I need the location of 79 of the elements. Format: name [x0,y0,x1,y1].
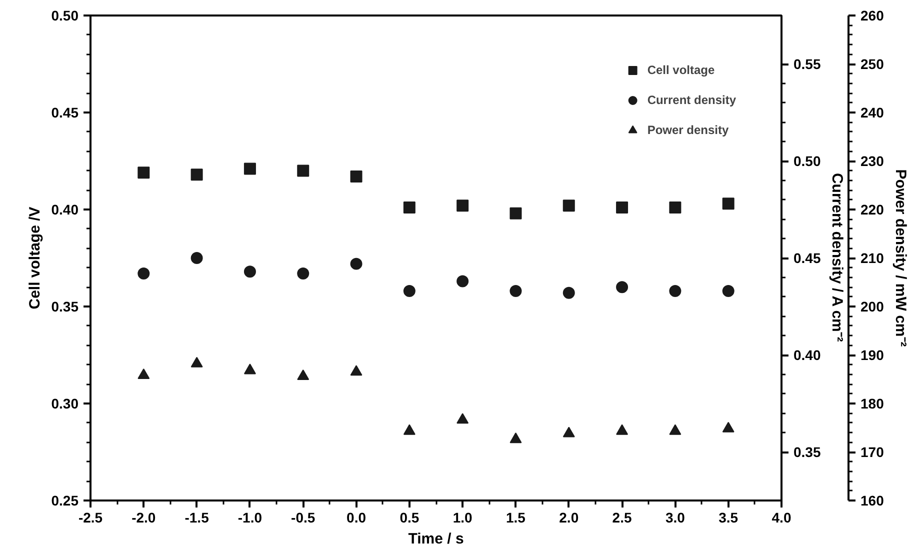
point [562,200,575,212]
x-tick-label: -1.5 [184,510,210,526]
y3-tick-label: 220 [860,202,884,218]
point [562,426,575,438]
point [456,413,469,424]
point [510,432,522,444]
y-tick-label: 0.30 [51,396,79,412]
y2-tick-label: 0.40 [794,347,821,363]
x-tick-label: 4.0 [772,510,792,526]
y2-tick-label: 0.50 [794,153,821,169]
point [244,266,256,278]
point [350,365,362,376]
point [138,368,150,380]
point [722,422,734,432]
y3-tick-label: 240 [860,104,884,120]
point [244,364,256,374]
y-tick-label: 0.35 [51,298,79,314]
point [669,202,682,214]
point [403,284,416,297]
x-tick-label: -0.5 [291,510,316,526]
point [669,424,682,435]
point [616,424,628,435]
legend-label: Power density [647,123,729,137]
y-tick-label: 0.40 [51,202,79,218]
y-tick-label: 0.50 [51,8,79,24]
point [297,369,310,380]
y-tick-label: 0.25 [51,492,79,508]
point [190,168,203,181]
point [403,202,416,214]
x-tick-label: 3.5 [718,510,738,526]
y3-axis-title: Power density / mW cm⁻² [892,169,909,347]
x-tick-label: 3.0 [665,510,686,526]
point [456,200,469,212]
legend-label: Current density [647,93,736,107]
x-tick-label: 2.0 [559,510,579,526]
x-tick-label: 1.5 [506,510,526,526]
x-tick-label: 2.5 [612,510,632,526]
y3-tick-label: 210 [860,250,884,266]
point [350,170,362,183]
point [510,207,522,220]
x-axis-title: Time / s [408,530,464,548]
point [510,284,522,297]
y2-tick-label: 0.55 [794,56,821,72]
y3-tick-label: 230 [860,153,884,169]
point [190,356,203,368]
y3-tick-label: 180 [860,396,884,412]
point [722,284,734,297]
y3-tick-label: 160 [860,492,884,508]
point [297,268,310,280]
point [456,275,469,288]
legend-label: Cell voltage [647,63,715,77]
point [244,162,256,175]
point [562,286,575,299]
point [350,258,362,270]
point [669,284,682,297]
x-tick-label: -2.0 [132,510,156,526]
y2-tick-label: 0.35 [794,444,821,460]
y3-tick-label: 200 [860,298,884,314]
y3-tick-label: 250 [860,56,884,72]
y-axis-title: Cell voltage /V [26,206,44,310]
y2-tick-label: 0.45 [794,250,821,266]
point [138,268,150,280]
point [403,424,416,435]
x-tick-label: -1.0 [238,510,262,526]
x-tick-label: 1.0 [452,510,473,526]
x-tick-label: 0.0 [346,510,366,526]
point [297,164,310,177]
y3-tick-label: 190 [860,347,884,363]
y3-tick-label: 170 [860,444,884,460]
point [190,252,203,264]
point [722,198,734,210]
x-tick-label: 0.5 [400,510,420,526]
y-tick-label: 0.45 [51,104,79,120]
point [138,166,150,179]
y3-tick-label: 260 [860,8,884,24]
point [616,281,628,294]
x-tick-label: -2.5 [78,510,103,526]
y2-axis-title: Current density / A cm⁻² [828,172,846,342]
point [616,202,628,214]
